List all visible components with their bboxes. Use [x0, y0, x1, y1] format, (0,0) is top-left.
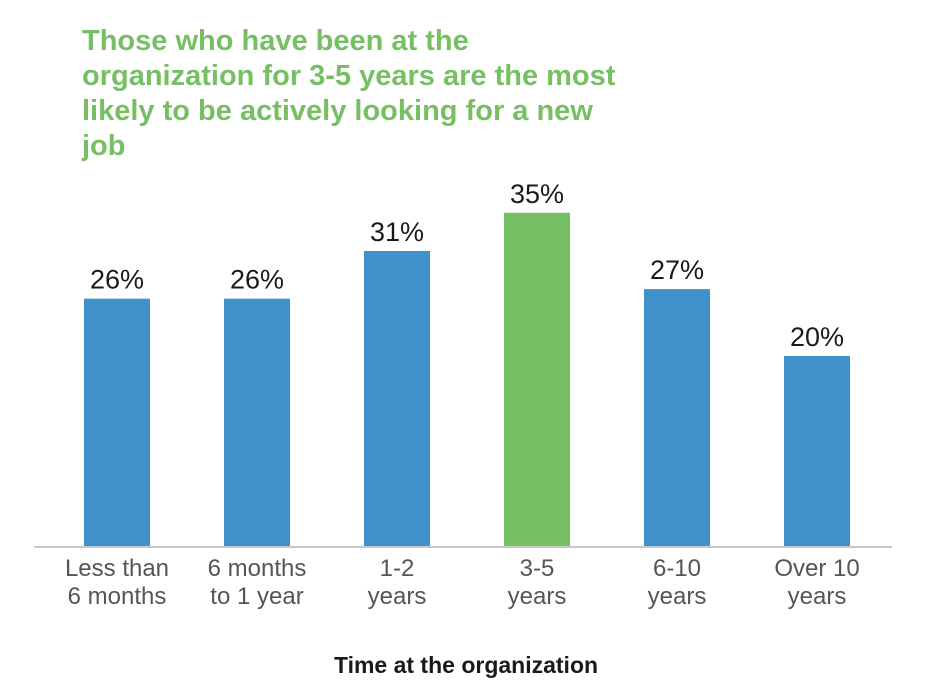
- chart-title: Those who have been at the organization …: [82, 25, 616, 162]
- bars: [84, 212, 850, 547]
- x-tick-label-line: 3-5: [520, 555, 555, 582]
- x-tick-label-line: 6-10: [653, 555, 701, 582]
- x-tick-label-line: years: [788, 583, 847, 610]
- x-tick-label-5: Over 10 years: [774, 555, 859, 610]
- x-tick-label-line: years: [648, 583, 707, 610]
- x-tick-label-3: 3-5 years: [508, 555, 567, 610]
- bar-3: [504, 212, 570, 547]
- x-tick-label-line: years: [368, 583, 427, 610]
- x-tick-label-line: Over 10: [774, 555, 859, 582]
- x-tick-label-line: Less than: [65, 555, 169, 582]
- bar-0: [84, 298, 150, 547]
- x-tick-label-line: 6 months: [208, 555, 307, 582]
- x-axis-label: Time at the organization: [334, 652, 598, 678]
- bar-4: [644, 289, 710, 547]
- bar-2: [364, 250, 430, 547]
- bar-value-label-2: 31%: [370, 217, 424, 247]
- bar-value-label-3: 35%: [510, 179, 564, 209]
- bar-value-label-0: 26%: [90, 265, 144, 295]
- bar-value-label-4: 27%: [650, 255, 704, 285]
- x-tick-label-line: 6 months: [68, 583, 167, 610]
- x-tick-label-2: 1-2 years: [368, 555, 427, 610]
- x-tick-label-0: Less than 6 months: [65, 555, 169, 610]
- x-tick-label-line: 1-2: [380, 555, 415, 582]
- bar-5: [784, 356, 850, 547]
- x-tick-label-line: years: [508, 583, 567, 610]
- x-tick-label-4: 6-10 years: [648, 555, 707, 610]
- x-tick-label-line: to 1 year: [210, 583, 303, 610]
- bar-value-label-1: 26%: [230, 265, 284, 295]
- bar-value-label-5: 20%: [790, 322, 844, 352]
- value-labels: 26% 26% 31% 35% 27% 20%: [90, 179, 844, 352]
- x-tick-label-1: 6 months to 1 year: [208, 555, 307, 610]
- bar-1: [224, 298, 290, 547]
